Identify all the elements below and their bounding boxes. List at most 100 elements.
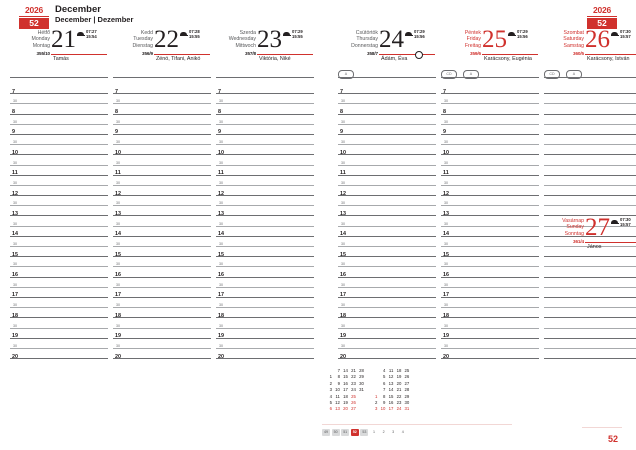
- hour-slot[interactable]: 14: [10, 227, 108, 237]
- hour-slot[interactable]: [544, 349, 636, 360]
- hour-slot[interactable]: 19: [113, 329, 211, 339]
- hour-slot[interactable]: 8: [338, 104, 436, 115]
- hour-slot[interactable]: 11: [113, 166, 211, 176]
- hour-slot[interactable]: 17: [441, 288, 539, 298]
- hour-slot[interactable]: 10: [216, 145, 314, 156]
- mini-calendar-day[interactable]: 11: [388, 368, 394, 373]
- hour-slot[interactable]: 18: [10, 308, 108, 319]
- half-hour-slot[interactable]: 30: [338, 176, 436, 186]
- half-hour-slot[interactable]: 30: [338, 216, 436, 227]
- hour-column-friday[interactable]: 7 30 8 30 9 30 10 30 11 30 12 30 13 30 14 30 15 30 16 30 17 3…: [441, 84, 539, 360]
- half-hour-slot[interactable]: 30: [10, 196, 108, 207]
- half-hour-slot[interactable]: [544, 318, 636, 329]
- half-hour-slot[interactable]: 30: [216, 237, 314, 247]
- holiday-pill[interactable]: A: [338, 70, 354, 79]
- half-hour-slot[interactable]: 30: [216, 135, 314, 146]
- hour-slot[interactable]: 12: [338, 186, 436, 197]
- mini-calendar-day[interactable]: 28: [404, 387, 410, 393]
- hour-slot[interactable]: 18: [441, 308, 539, 319]
- mini-calendar-day[interactable]: 18: [396, 368, 402, 373]
- mini-calendar-day[interactable]: 14: [388, 387, 394, 393]
- hour-slot[interactable]: 14: [216, 227, 314, 237]
- week-number-cell[interactable]: 51: [341, 429, 350, 436]
- mini-calendar-day[interactable]: 22: [351, 374, 356, 380]
- half-hour-slot[interactable]: 30: [10, 298, 108, 309]
- mini-calendar-day[interactable]: 30: [359, 380, 364, 386]
- half-hour-slot[interactable]: 30: [10, 339, 108, 349]
- hour-slot[interactable]: 10: [441, 145, 539, 156]
- mini-calendar-day[interactable]: 20: [396, 380, 402, 386]
- hour-slot[interactable]: 16: [441, 267, 539, 278]
- hour-slot[interactable]: [544, 104, 636, 115]
- half-hour-slot[interactable]: 30: [441, 257, 539, 268]
- mini-calendar-day[interactable]: 8: [337, 374, 340, 380]
- hour-slot[interactable]: 11: [338, 166, 436, 176]
- half-hour-slot[interactable]: [544, 94, 636, 105]
- half-hour-slot[interactable]: 30: [216, 318, 314, 329]
- half-hour-slot[interactable]: 30: [441, 237, 539, 247]
- hour-slot[interactable]: [544, 308, 636, 319]
- mini-calendar-day[interactable]: 20: [343, 406, 348, 412]
- half-hour-slot[interactable]: 30: [338, 196, 436, 207]
- half-hour-slot[interactable]: [544, 216, 636, 227]
- mini-calendar-day[interactable]: [357, 406, 365, 412]
- half-hour-slot[interactable]: 30: [338, 298, 436, 309]
- mini-calendar-day[interactable]: 23: [351, 380, 356, 386]
- week-number-cell[interactable]: 50: [331, 429, 340, 436]
- mini-calendar-day[interactable]: 21: [351, 368, 356, 373]
- mini-calendar-day[interactable]: 21: [396, 387, 402, 393]
- hour-slot[interactable]: 15: [216, 247, 314, 258]
- half-hour-slot[interactable]: 30: [216, 339, 314, 349]
- day-header-thursday[interactable]: Csütörtök Thursday Donnerstag 358/7 24 Á…: [338, 26, 436, 74]
- mini-calendar-day[interactable]: 24: [351, 387, 356, 393]
- half-hour-slot[interactable]: [544, 339, 636, 349]
- mini-calendar-day[interactable]: 12: [388, 374, 394, 380]
- week-number-cell[interactable]: 2: [379, 429, 388, 436]
- mini-calendar-day[interactable]: 11: [335, 393, 340, 399]
- hour-slot[interactable]: 20: [10, 349, 108, 360]
- week-number-cell[interactable]: 1: [369, 429, 378, 436]
- mini-calendar[interactable]: 7 14 21 28 4 11 18 25 1 8 15 22 29 5 12 19 26 2 9 16 23 30 6 13…: [328, 368, 411, 413]
- half-hour-slot[interactable]: 30: [216, 278, 314, 288]
- holiday-pill[interactable]: A: [565, 70, 582, 79]
- hour-slot[interactable]: 13: [216, 206, 314, 217]
- half-hour-slot[interactable]: 30: [216, 115, 314, 125]
- day-header-saturday[interactable]: Szombat Saturday Samstag 360/5 26 Karács…: [544, 26, 636, 74]
- hour-slot[interactable]: 13: [338, 206, 436, 217]
- hour-slot[interactable]: 16: [113, 267, 211, 278]
- mini-calendar-day[interactable]: 2: [375, 400, 378, 406]
- mini-calendar-day[interactable]: 29: [359, 374, 364, 380]
- half-hour-slot[interactable]: 30: [10, 257, 108, 268]
- half-hour-slot[interactable]: 30: [338, 278, 436, 288]
- hour-slot[interactable]: 7: [338, 84, 436, 95]
- hour-slot[interactable]: [544, 329, 636, 339]
- hour-slot[interactable]: 13: [441, 206, 539, 217]
- half-hour-slot[interactable]: 30: [441, 94, 539, 105]
- week-number-cell[interactable]: 49: [322, 429, 330, 436]
- half-hour-slot[interactable]: 30: [216, 155, 314, 166]
- half-hour-slot[interactable]: 30: [10, 176, 108, 186]
- week-number-strip[interactable]: 49 50 51 52 53 1 2 3 4: [322, 429, 522, 438]
- half-hour-slot[interactable]: 30: [441, 176, 539, 186]
- mini-calendar-day[interactable]: 27: [404, 380, 410, 386]
- hour-slot[interactable]: 16: [216, 267, 314, 278]
- half-hour-slot[interactable]: [544, 135, 636, 146]
- mini-calendar-day[interactable]: 4: [329, 393, 332, 399]
- hour-slot[interactable]: [544, 267, 636, 278]
- half-hour-slot[interactable]: 30: [113, 257, 211, 268]
- hour-slot[interactable]: 12: [216, 186, 314, 197]
- mini-calendar-day[interactable]: 29: [404, 393, 410, 399]
- hour-slot[interactable]: 17: [338, 288, 436, 298]
- hour-slot[interactable]: 12: [113, 186, 211, 197]
- mini-calendar-day[interactable]: 30: [404, 400, 410, 406]
- hour-slot[interactable]: 14: [338, 227, 436, 237]
- hour-slot[interactable]: 14: [441, 227, 539, 237]
- hour-slot[interactable]: 10: [113, 145, 211, 156]
- hour-slot[interactable]: 17: [10, 288, 108, 298]
- half-hour-slot[interactable]: 30: [10, 155, 108, 166]
- hour-slot[interactable]: 17: [216, 288, 314, 298]
- half-hour-slot[interactable]: 30: [338, 94, 436, 105]
- mini-calendar-day[interactable]: 3: [329, 387, 332, 393]
- half-hour-slot[interactable]: 30: [113, 115, 211, 125]
- half-hour-slot[interactable]: 30: [338, 115, 436, 125]
